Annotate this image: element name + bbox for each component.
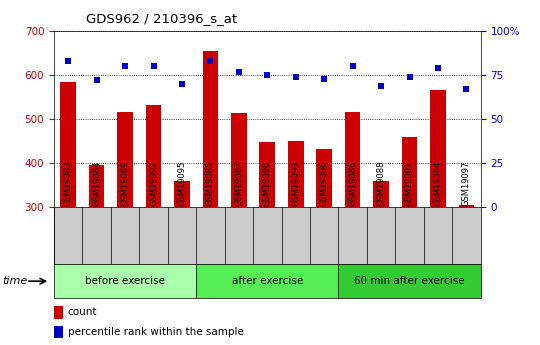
- Point: [263, 72, 272, 78]
- Bar: [339, 264, 481, 298]
- Point: [320, 76, 328, 81]
- Text: time: time: [3, 276, 28, 286]
- Bar: [54, 306, 63, 318]
- Bar: [146, 105, 161, 207]
- Point: [64, 58, 72, 64]
- Bar: [117, 111, 133, 207]
- Bar: [316, 149, 332, 207]
- Bar: [260, 142, 275, 207]
- Point: [377, 83, 386, 88]
- Bar: [54, 264, 196, 298]
- Point: [462, 86, 471, 92]
- Point: [348, 63, 357, 69]
- Bar: [202, 51, 218, 207]
- Point: [234, 69, 243, 74]
- Text: GDS962 / 210396_s_at: GDS962 / 210396_s_at: [86, 12, 238, 25]
- Bar: [196, 264, 339, 298]
- Bar: [174, 181, 190, 207]
- Point: [405, 74, 414, 80]
- Text: 60 min after exercise: 60 min after exercise: [354, 276, 465, 286]
- Bar: [231, 113, 247, 207]
- Point: [292, 74, 300, 80]
- Text: before exercise: before exercise: [85, 276, 165, 286]
- Bar: [345, 112, 360, 207]
- Point: [149, 63, 158, 69]
- Point: [121, 63, 130, 69]
- Bar: [54, 326, 63, 338]
- Text: percentile rank within the sample: percentile rank within the sample: [68, 327, 244, 337]
- Text: after exercise: after exercise: [232, 276, 303, 286]
- Bar: [288, 140, 303, 207]
- Point: [92, 78, 101, 83]
- Bar: [402, 137, 417, 207]
- Bar: [458, 205, 474, 207]
- Bar: [430, 90, 445, 207]
- Text: count: count: [68, 307, 97, 317]
- Point: [206, 58, 215, 64]
- Point: [178, 81, 186, 87]
- Bar: [373, 181, 389, 207]
- Bar: [60, 82, 76, 207]
- Point: [434, 65, 442, 71]
- Bar: [89, 165, 104, 207]
